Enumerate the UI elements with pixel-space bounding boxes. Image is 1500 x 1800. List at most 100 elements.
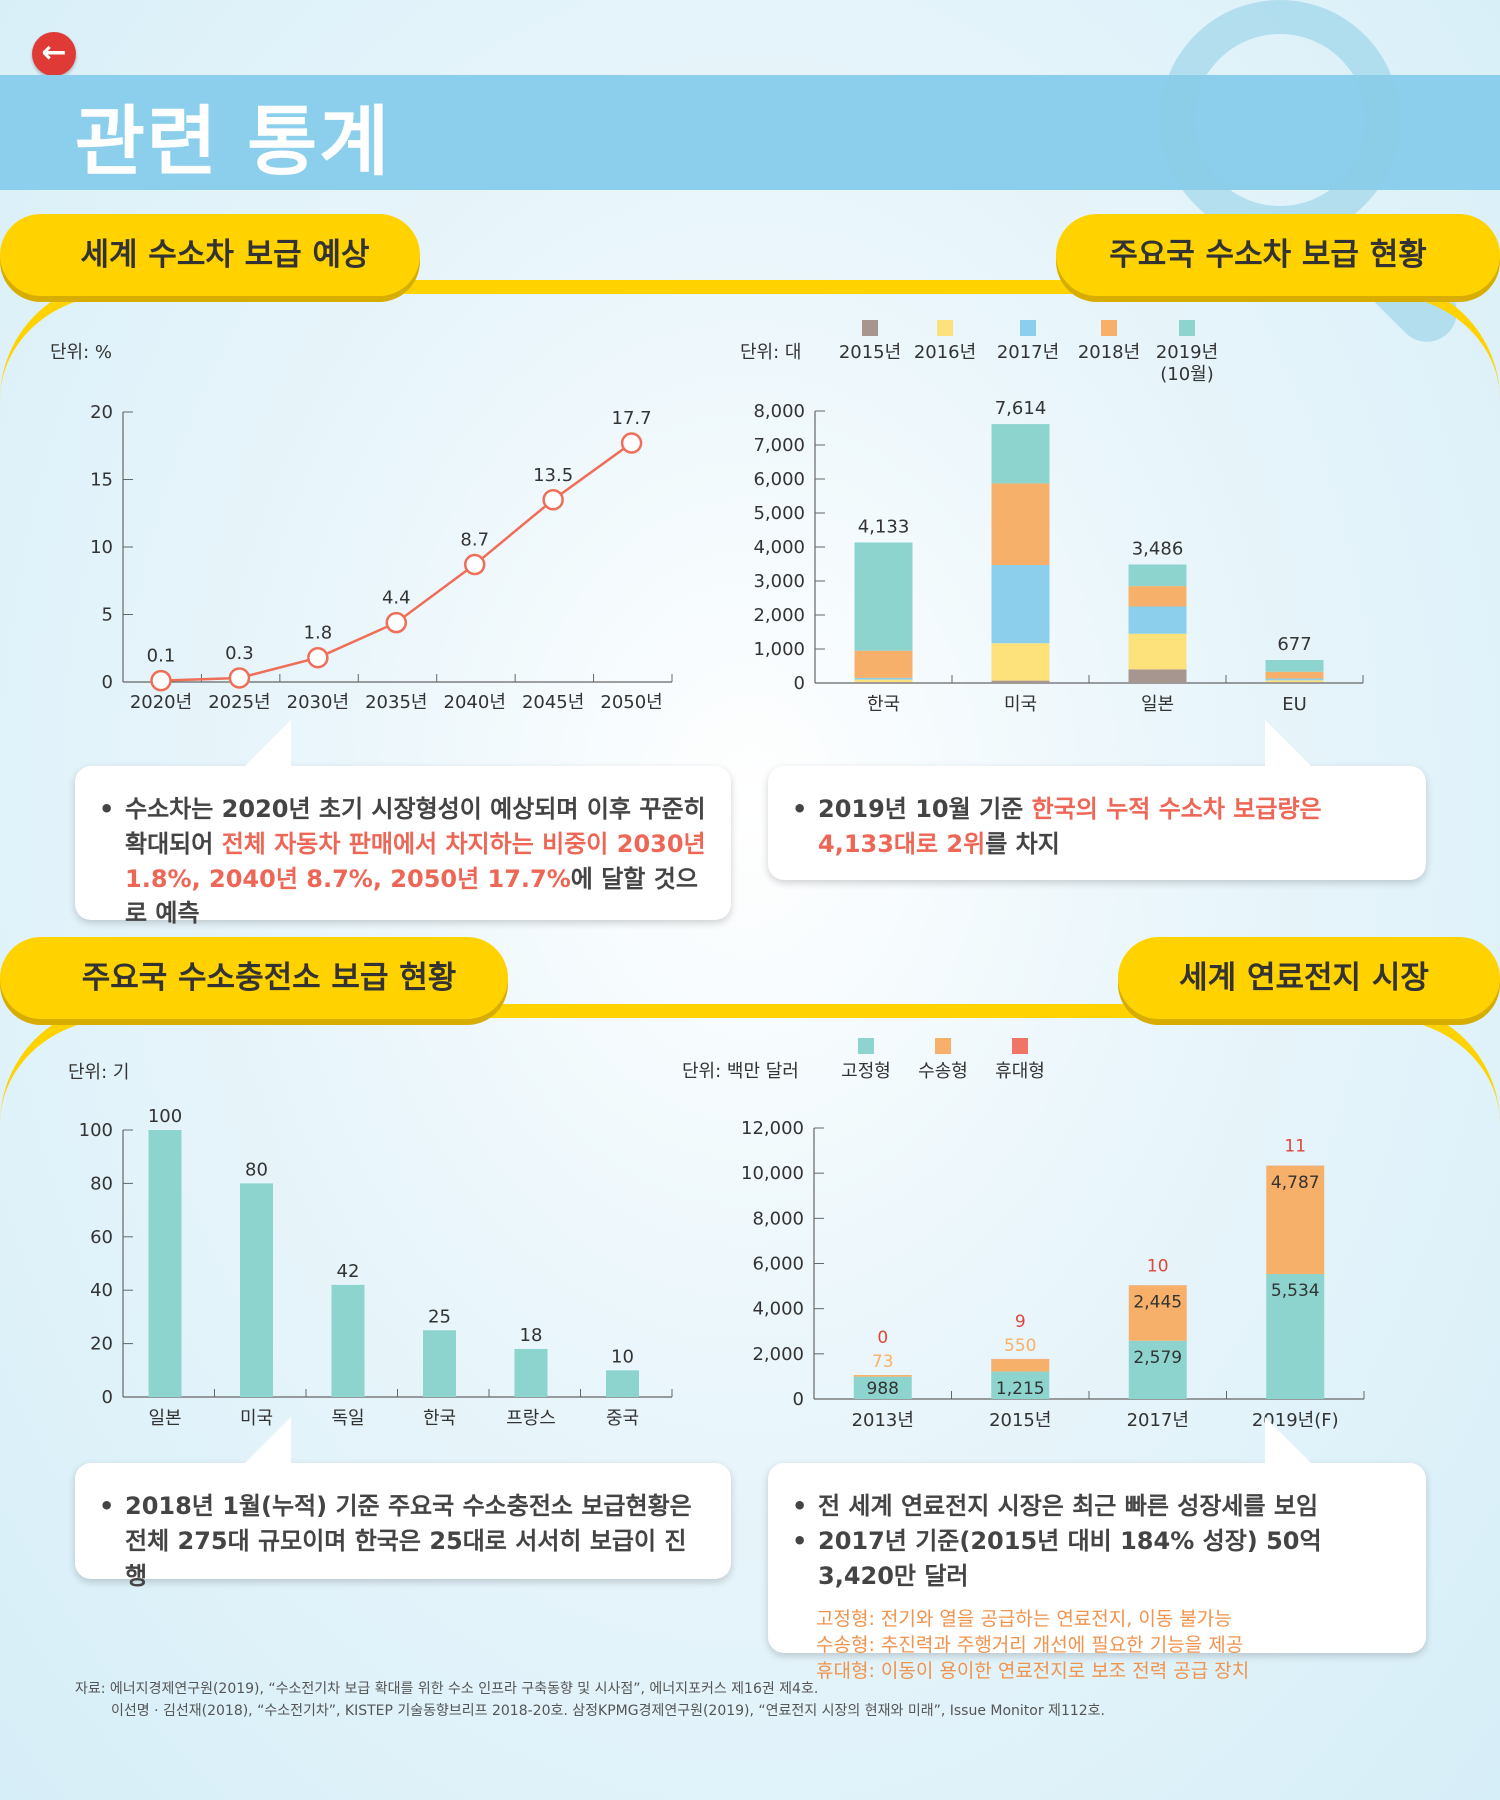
x-tick-label: 2035년 — [365, 692, 427, 713]
y-tick-label: 8,000 — [752, 1208, 804, 1229]
note-bubble-fuel-cell: 전 세계 연료전지 시장은 최근 빠른 성장세를 보임 2017년 기준(201… — [768, 1417, 1426, 1682]
bar-segment — [991, 643, 1050, 681]
note-line: 휴대형: 이동이 용이한 연료전지로 보조 전력 공급 장치 — [816, 1659, 1250, 1682]
y-tick-label: 1,000 — [753, 639, 805, 660]
y-tick-label: 4,000 — [752, 1299, 804, 1320]
data-label: 0.1 — [147, 646, 176, 667]
value-label-transport: 73 — [872, 1352, 894, 1372]
y-tick-label: 0 — [102, 1387, 113, 1408]
data-label: 17.7 — [612, 408, 652, 429]
y-tick-label: 5 — [102, 605, 113, 626]
bar — [606, 1370, 639, 1397]
bar — [240, 1183, 273, 1397]
y-tick-label: 5,000 — [753, 503, 805, 524]
x-tick-label: 일본 — [148, 1408, 181, 1429]
text-plain: 수소차는 2020년 초기 시장형성이 예상되며 이후 꾸준히 확대되어 — [125, 795, 706, 858]
data-label: 10 — [611, 1346, 634, 1367]
text-highlight: 전체 자동차 판매에서 차지하는 비중이 2030년 1.8%, 2040년 8… — [125, 829, 706, 893]
bar-segment — [1128, 669, 1187, 683]
bar-segment — [1266, 1274, 1325, 1399]
unit-label: 단위: 백만 달러 — [682, 1061, 799, 1082]
y-tick-label: 12,000 — [741, 1118, 804, 1139]
x-tick-label: 독일 — [331, 1408, 364, 1429]
y-tick-label: 20 — [90, 402, 113, 423]
y-tick-label: 40 — [90, 1280, 113, 1301]
bar-segment — [991, 1371, 1050, 1399]
legend-label: 2019년 — [1156, 342, 1218, 363]
value-label-portable: 10 — [1147, 1256, 1169, 1276]
back-arrow-icon[interactable]: ← — [32, 32, 76, 76]
bar-segment — [1128, 633, 1187, 670]
data-label: 1.8 — [304, 623, 333, 644]
total-label: 4,133 — [858, 516, 910, 537]
y-tick-label: 10,000 — [741, 1163, 804, 1184]
legend-swatch — [937, 320, 953, 336]
y-tick-label: 0 — [793, 1389, 804, 1410]
unit-label: 단위: 기 — [68, 1062, 129, 1083]
y-tick-label: 6,000 — [752, 1254, 804, 1275]
y-tick-label: 20 — [90, 1334, 113, 1355]
legend-label: 수송형 — [918, 1061, 968, 1082]
bar — [331, 1284, 365, 1397]
y-tick-label: 80 — [90, 1173, 113, 1194]
bar — [514, 1348, 548, 1397]
bar-segment — [1266, 1165, 1325, 1275]
bar-segment — [991, 680, 1050, 683]
x-tick-label: 2020년 — [130, 692, 192, 713]
bullet-item: 전 세계 연료전지 시장은 최근 빠른 성장세를 보임 — [792, 1489, 1402, 1524]
legend-label: 2017년 — [997, 342, 1059, 363]
bar-segment — [991, 424, 1050, 484]
bar-segment — [991, 483, 1050, 566]
source-line: 자료: 에너지경제연구원(2019), “수소전기차 보급 확대를 위한 수소 … — [75, 1681, 819, 1697]
unit-label: 단위: % — [50, 342, 112, 363]
x-tick-label: 2045년 — [522, 692, 584, 713]
bar-segment — [1128, 1285, 1187, 1341]
bar-segment — [853, 1376, 912, 1399]
legend-swatch — [862, 320, 878, 336]
section-title-country-vehicles: 주요국 수소차 보급 현황 — [1056, 214, 1500, 296]
data-point — [385, 611, 408, 634]
note-line: 수송형: 추진력과 주행거리 개선에 필요한 기능을 제공 — [816, 1634, 1244, 1657]
data-label: 13.5 — [533, 465, 573, 486]
note-bubble-stations: 2018년 1월(누적) 기준 주요국 수소충전소 보급현황은 전체 275대 … — [75, 1417, 731, 1590]
y-tick-label: 60 — [90, 1227, 113, 1248]
y-tick-label: 15 — [90, 470, 113, 491]
section-title-world-forecast: 세계 수소차 보급 예상 — [0, 214, 420, 296]
page-title: 관련 통계 — [75, 97, 392, 186]
legend-swatch — [1101, 320, 1117, 336]
value-label-fixed: 1,215 — [996, 1379, 1045, 1399]
x-tick-label: 한국 — [423, 1408, 456, 1429]
x-tick-label: 2030년 — [287, 692, 349, 713]
x-tick-label: 2017년 — [1127, 1410, 1189, 1431]
data-point — [463, 553, 486, 576]
value-label-transport: 2,445 — [1133, 1293, 1182, 1313]
total-label: 7,614 — [995, 398, 1047, 419]
x-tick-label: 미국 — [1004, 694, 1037, 715]
value-label-portable: 0 — [877, 1328, 888, 1348]
y-tick-label: 8,000 — [753, 401, 805, 422]
x-tick-label: 프랑스 — [506, 1408, 556, 1429]
value-label-transport: 4,787 — [1271, 1173, 1320, 1193]
legend-swatch — [1179, 320, 1195, 336]
line-chart-forecast: 단위: % 0 5 10 15 20 2020년 2025년 2030년 2035년 2040년 20… — [50, 342, 673, 713]
bullet-item: 수소차는 2020년 초기 시장형성이 예상되며 이후 꾸준히 확대되어 전체 … — [99, 792, 707, 931]
legend-label: 2018년 — [1078, 342, 1140, 363]
bar-segment — [854, 677, 913, 680]
data-label: 100 — [148, 1106, 182, 1127]
legend-label: 휴대형 — [995, 1061, 1045, 1082]
legend-label: 2016년 — [914, 342, 976, 363]
bar-segment — [991, 1359, 1050, 1372]
bar-segment — [854, 681, 913, 683]
legend-swatch — [1020, 320, 1036, 336]
value-label-fixed: 988 — [867, 1379, 899, 1399]
text-plain: 2019년 10월 기준 — [818, 795, 1032, 823]
x-tick-label: 중국 — [606, 1408, 639, 1429]
value-label-transport: 550 — [1004, 1336, 1036, 1356]
bar-chart-stations: 단위: 기020406080100100일본80미국42독일25한국18프랑스1… — [68, 1062, 673, 1429]
y-tick-label: 0 — [102, 672, 113, 693]
note-bubble-vehicles: 2019년 10월 기준 한국의 누적 수소차 보급량은 4,133대로 2위를… — [768, 720, 1426, 880]
bar-segment — [1128, 606, 1187, 634]
bar-segment — [1265, 671, 1324, 679]
note-line: 고정형: 전기와 열을 공급하는 연료전지, 이동 불가능 — [816, 1608, 1232, 1631]
data-label: 8.7 — [460, 530, 489, 551]
